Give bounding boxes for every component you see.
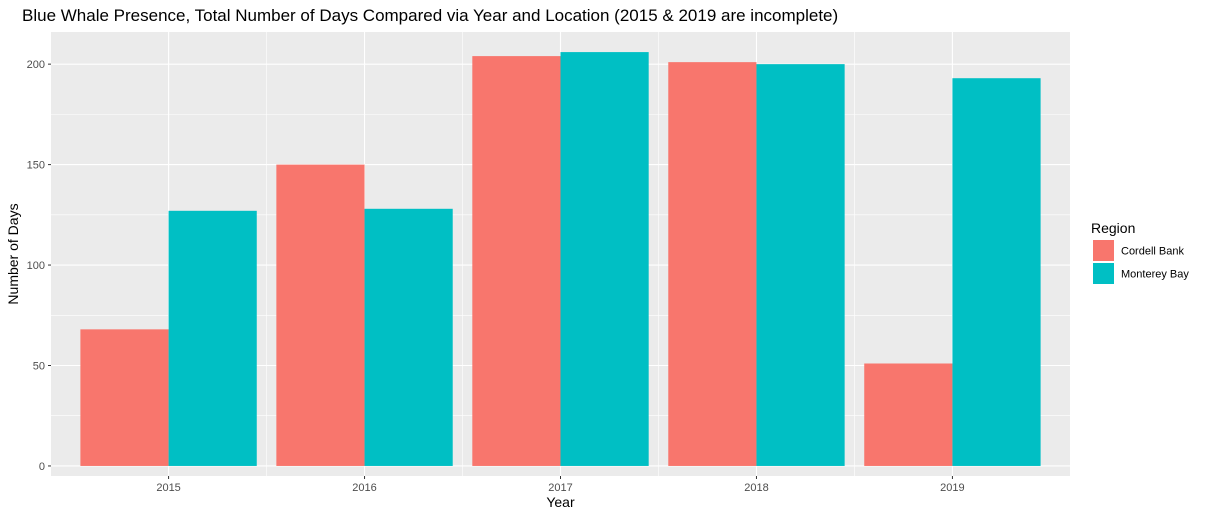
x-tick-label: 2019 xyxy=(940,482,964,494)
chart-title: Blue Whale Presence, Total Number of Day… xyxy=(22,6,838,25)
x-tick-label: 2016 xyxy=(352,482,376,494)
bar-cordell-bank-2016 xyxy=(276,164,365,466)
y-tick-label: 50 xyxy=(33,361,45,373)
legend-key-cordell-bank xyxy=(1093,240,1114,261)
bars xyxy=(80,52,1041,466)
y-axis-title: Number of Days xyxy=(5,203,21,304)
y-tick-label: 200 xyxy=(27,59,45,71)
x-axis-title: Year xyxy=(546,494,575,510)
y-tick-label: 100 xyxy=(27,260,45,272)
x-tick-label: 2018 xyxy=(744,482,768,494)
legend-title: Region xyxy=(1091,220,1135,236)
y-axis: 0 50 100 150 200 xyxy=(27,59,51,473)
bar-cordell-bank-2019 xyxy=(864,363,953,466)
bar-cordell-bank-2017 xyxy=(472,56,561,466)
bar-monterey-bay-2017 xyxy=(560,52,649,466)
bar-monterey-bay-2019 xyxy=(952,78,1041,466)
bar-cordell-bank-2018 xyxy=(668,62,757,466)
legend-label: Monterey Bay xyxy=(1121,269,1189,281)
bar-monterey-bay-2016 xyxy=(364,208,453,466)
bar-monterey-bay-2015 xyxy=(168,210,257,466)
legend-label: Cordell Bank xyxy=(1121,246,1184,258)
x-tick-label: 2015 xyxy=(156,482,180,494)
legend: Region Cordell Bank Monterey Bay xyxy=(1091,220,1189,284)
legend-key-monterey-bay xyxy=(1093,263,1114,284)
x-tick-label: 2017 xyxy=(548,482,572,494)
y-tick-label: 150 xyxy=(27,160,45,172)
x-axis: 2015 2016 2017 2018 2019 xyxy=(156,476,965,494)
y-tick-label: 0 xyxy=(39,461,45,473)
bar-monterey-bay-2018 xyxy=(756,64,845,466)
bar-cordell-bank-2015 xyxy=(80,329,169,466)
